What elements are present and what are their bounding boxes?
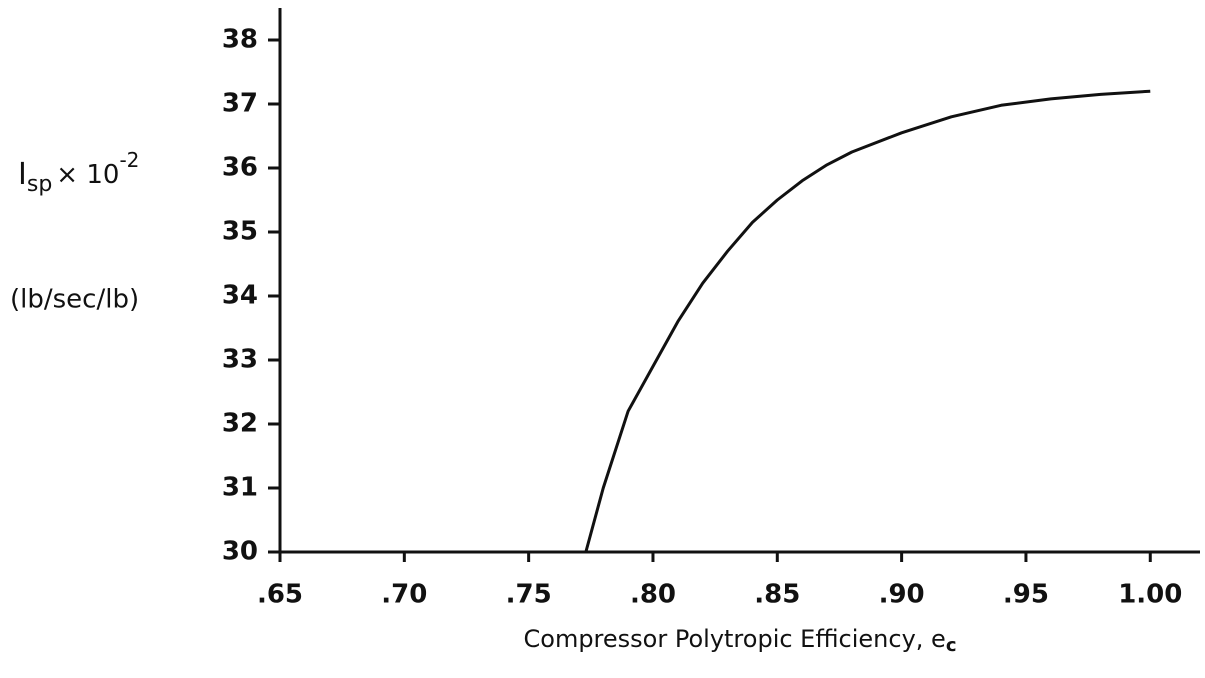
- y-tick-label: 30: [222, 537, 258, 567]
- x-tick-label: .65: [257, 580, 303, 610]
- y-axis-label: Isp × 10-2: [18, 148, 139, 198]
- y-tick-label: 34: [222, 281, 258, 311]
- x-label-main: Compressor Polytropic Efficiency, e: [524, 625, 946, 653]
- y-label-exp: -2: [119, 148, 139, 172]
- y-tick-label: 31: [222, 473, 258, 503]
- line-series: [584, 89, 1151, 553]
- x-tick-label: .85: [754, 580, 800, 610]
- y-label-mult: × 10: [56, 160, 119, 190]
- y-tick-label: 35: [222, 217, 258, 247]
- x-axis-label: Compressor Polytropic Efficiency, ec: [524, 625, 957, 656]
- x-tick-label: .70: [381, 580, 427, 610]
- x-label-sub: c: [946, 635, 957, 656]
- y-tick-label: 38: [222, 25, 258, 55]
- x-tick-label: .75: [506, 580, 552, 610]
- x-tick-label: .80: [630, 580, 676, 610]
- x-tick-label: .90: [879, 580, 925, 610]
- y-tick-label: 36: [222, 153, 258, 183]
- y-tick-label: 32: [222, 409, 258, 439]
- y-tick-label: 33: [222, 345, 258, 375]
- y-tick-label: 37: [222, 89, 258, 119]
- y-axis-units: (lb/sec/lb): [10, 285, 139, 315]
- x-tick-label: 1.00: [1118, 580, 1182, 610]
- x-tick-label: .95: [1003, 580, 1049, 610]
- y-label-sub: sp: [27, 172, 52, 197]
- y-label-main: I: [18, 157, 27, 192]
